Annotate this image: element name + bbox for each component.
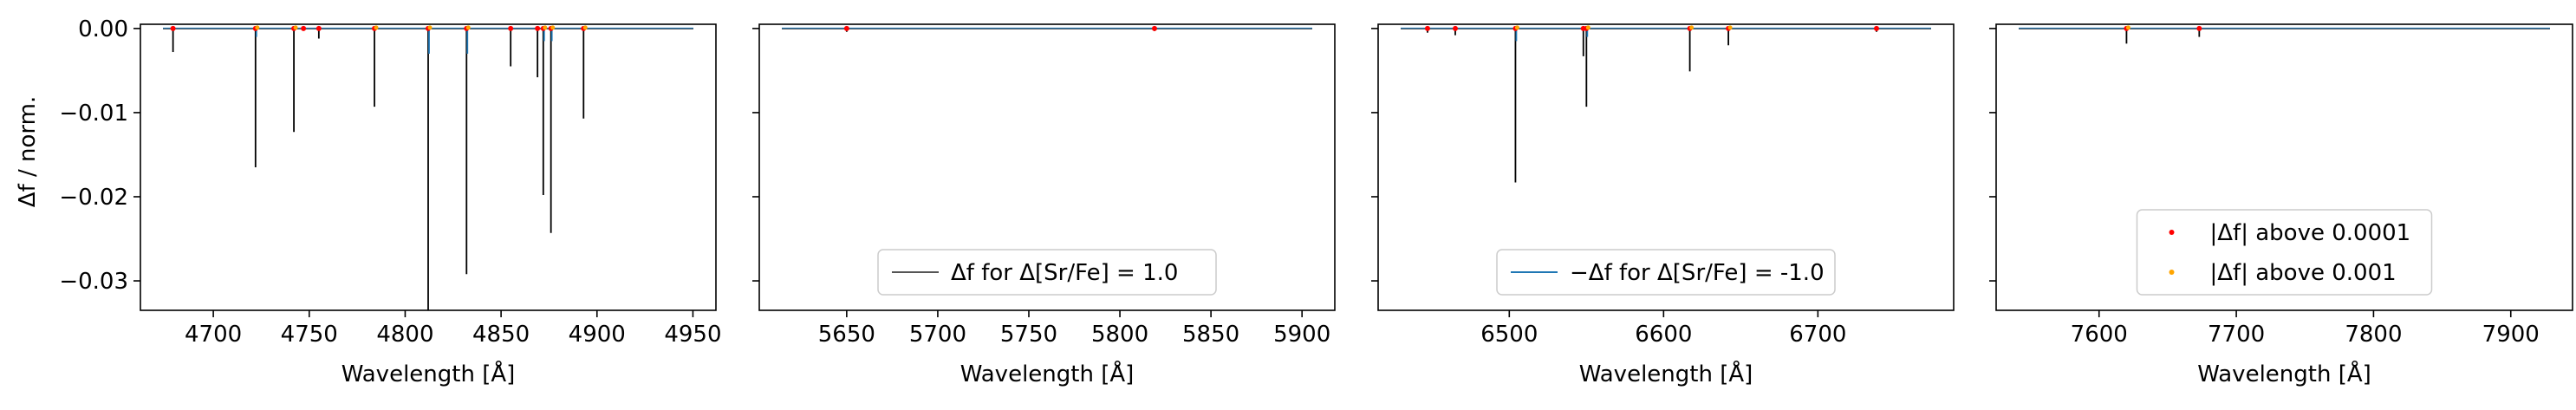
panels: 4700 4750 4800 4850 4900 4950 0.00 −0.01 −0.02 −0… <box>59 16 2573 387</box>
x-tick-label: 5800 <box>1091 322 1148 348</box>
x-tick-label: 5700 <box>909 322 966 348</box>
x-tick-label: 4750 <box>281 322 338 348</box>
y-tick-label: −0.03 <box>59 269 128 295</box>
x-tick-label: 7800 <box>2345 322 2402 348</box>
dot-above-0001 <box>1453 25 1459 31</box>
x-tick-label: 4700 <box>185 322 242 348</box>
chart-panel-2: 5650 5700 5750 5800 5850 5900 Wavelength [Å] Δf… <box>752 23 1336 387</box>
legend-label: |Δf| above 0.0001 <box>2210 220 2411 246</box>
legend-dot-swatch <box>2169 270 2175 275</box>
y-tick-label: −0.02 <box>59 185 128 211</box>
x-axis-label: Wavelength [Å] <box>342 360 516 387</box>
x-tick-label: 4950 <box>664 322 721 348</box>
x-tick-label: 5850 <box>1182 322 1239 348</box>
x-tick-label: 5650 <box>818 322 875 348</box>
dot-above-001 <box>465 25 471 30</box>
axes-frame <box>1377 23 1955 311</box>
dot-above-0001 <box>1873 25 1879 31</box>
axes-frame <box>1995 23 2573 311</box>
x-tick-label: 5750 <box>1000 322 1057 348</box>
x-tick-label: 6500 <box>1480 322 1538 348</box>
legend-label: Δf for Δ[Sr/Fe] = 1.0 <box>951 260 1178 286</box>
dot-above-001 <box>1514 25 1519 30</box>
dot-above-001 <box>1585 25 1590 30</box>
x-axis-label: Wavelength [Å] <box>1579 360 1753 387</box>
x-tick-label: 7700 <box>2208 322 2265 348</box>
legend-box <box>1496 249 1836 296</box>
y-axis-label: Δf / norm. <box>15 96 41 207</box>
x-tick-label: 5900 <box>1273 322 1330 348</box>
dot-above-001 <box>293 25 298 30</box>
dot-above-001 <box>543 25 548 30</box>
dot-above-0001 <box>2196 25 2202 31</box>
dot-above-0001 <box>1424 25 1430 31</box>
dot-above-0001 <box>535 25 541 31</box>
legend-label: −Δf for Δ[Sr/Fe] = -1.0 <box>1570 260 1825 286</box>
chart-panel-1: 4700 4750 4800 4850 4900 4950 0.00 −0.01 −0.02 −0… <box>59 16 721 387</box>
x-axis-label: Wavelength [Å] <box>2197 360 2371 387</box>
dot-above-001 <box>1727 25 1733 30</box>
dot-above-0001 <box>301 25 307 31</box>
dot-above-001 <box>255 25 260 30</box>
dot-above-001 <box>427 25 433 30</box>
dot-above-001 <box>582 25 588 30</box>
x-tick-label: 4800 <box>376 322 433 348</box>
x-tick-label: 6700 <box>1789 322 1846 348</box>
dot-above-0001 <box>1151 25 1157 31</box>
x-tick-label: 7900 <box>2482 322 2540 348</box>
dot-above-001 <box>374 25 379 30</box>
y-tick-label: −0.01 <box>59 101 128 127</box>
legend-box <box>2136 209 2433 296</box>
x-tick-label: 4850 <box>472 322 530 348</box>
x-tick-label: 4900 <box>569 322 626 348</box>
chart-panel-4: 7600 7700 7800 7900 Wavelength [Å] |Δf| above… <box>1989 23 2573 387</box>
x-axis-label: Wavelength [Å] <box>960 360 1135 387</box>
dot-above-0001 <box>508 25 514 31</box>
x-tick-label: 7600 <box>2071 322 2128 348</box>
legend-label: |Δf| above 0.001 <box>2210 260 2397 286</box>
dot-above-001 <box>550 25 556 30</box>
legend-box <box>877 249 1217 296</box>
dot-above-001 <box>1689 25 1695 30</box>
chart-panel-3: 6500 6600 6700 Wavelength [Å] −Δf for Δ[Sr/F… <box>1371 23 1955 387</box>
legend-dot-swatch <box>2169 230 2175 235</box>
dot-above-0001 <box>170 25 176 31</box>
dot-above-001 <box>2125 25 2130 30</box>
axes-frame <box>758 23 1336 311</box>
dot-above-0001 <box>843 25 849 31</box>
x-tick-label: 6600 <box>1635 322 1692 348</box>
axes-frame <box>140 23 717 311</box>
dot-above-0001 <box>315 25 322 31</box>
y-tick-label: 0.00 <box>78 16 128 42</box>
